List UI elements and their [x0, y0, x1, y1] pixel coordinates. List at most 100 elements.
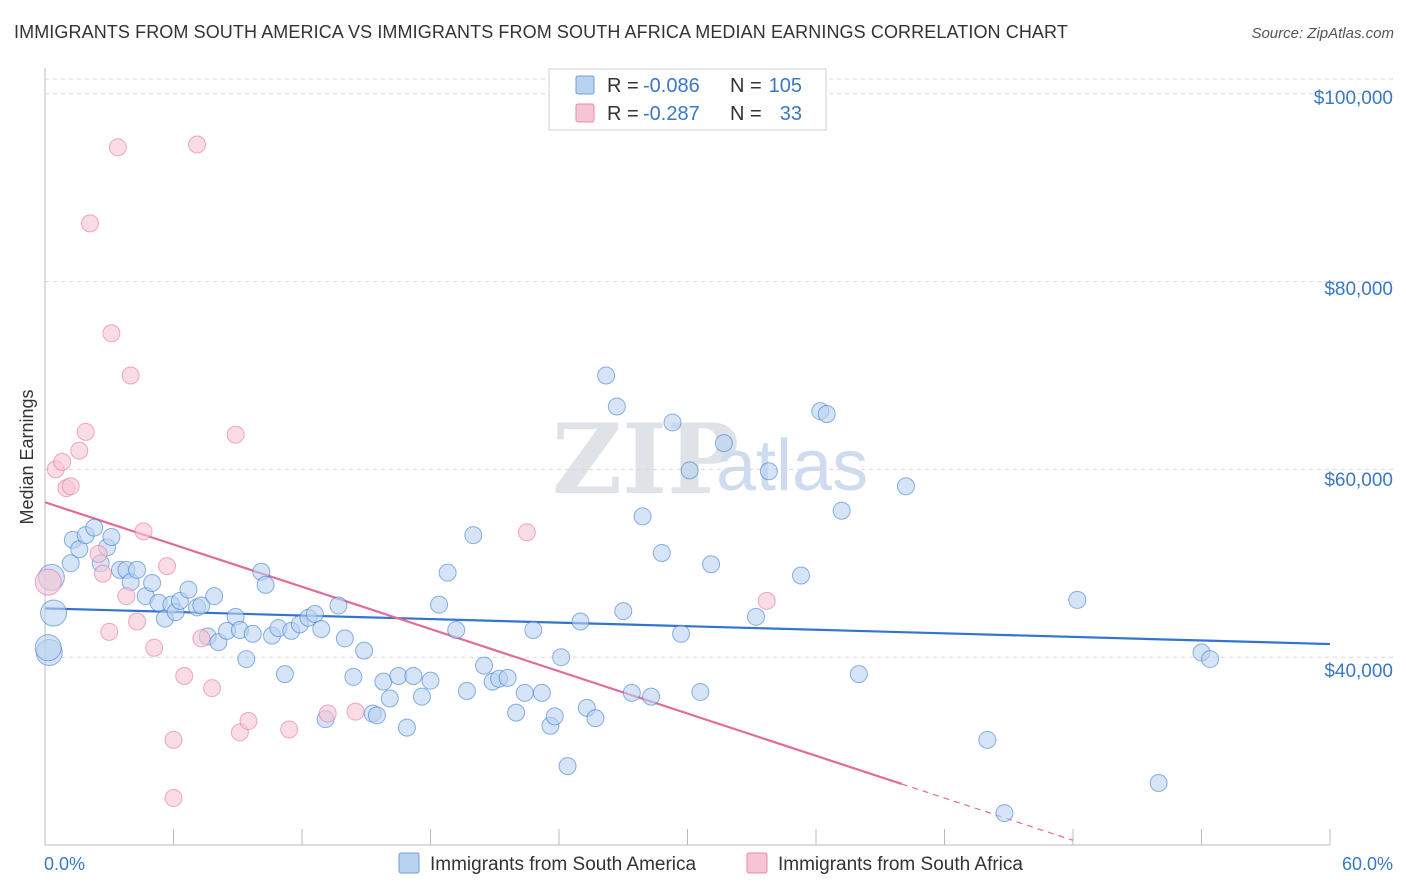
point-south-america [702, 555, 721, 574]
point-south-america [515, 683, 534, 702]
point-south-africa [70, 441, 89, 460]
point-south-africa [121, 366, 140, 385]
legend-r-label: R = [607, 103, 639, 125]
legend-n-value: 105 [769, 75, 802, 97]
point-south-africa [346, 702, 365, 721]
y-tick-label: $80,000 [1324, 279, 1393, 300]
series-legend: Immigrants from South America Immigrants… [398, 852, 1023, 875]
y-tick-label: $40,000 [1324, 661, 1393, 682]
point-south-america [552, 648, 571, 667]
point-south-america [792, 566, 811, 585]
point-south-america [389, 666, 408, 685]
point-south-america [447, 620, 466, 639]
point-south-africa [158, 557, 177, 576]
trend-line-south-africa-extrapolated [901, 783, 1074, 841]
point-south-america [128, 560, 147, 579]
point-south-america [256, 575, 275, 594]
point-south-america [335, 629, 354, 648]
point-south-america [355, 641, 374, 660]
point-south-africa [102, 324, 121, 343]
point-south-america [622, 683, 641, 702]
point-south-america [85, 518, 104, 537]
point-south-america [397, 718, 416, 737]
y-tick-label: $100,000 [1314, 88, 1393, 109]
y-tick-label: $60,000 [1324, 470, 1393, 491]
chart-title: IMMIGRANTS FROM SOUTH AMERICA VS IMMIGRA… [14, 22, 1068, 42]
point-south-america [40, 599, 68, 627]
point-south-america [642, 687, 661, 706]
point-south-america [524, 620, 543, 639]
axes [44, 68, 1331, 846]
point-south-africa [100, 622, 119, 641]
data-points [34, 135, 1220, 823]
point-south-america [305, 605, 324, 623]
point-south-africa [89, 544, 108, 563]
point-south-america [1201, 650, 1220, 669]
point-south-america [817, 404, 836, 423]
point-south-america [438, 563, 457, 582]
source-credit: Source: ZipAtlas.com [1251, 25, 1394, 42]
point-south-africa [34, 568, 62, 596]
point-south-america [61, 554, 80, 573]
point-south-america [633, 507, 652, 526]
point-south-america [374, 672, 393, 691]
point-south-america [978, 730, 997, 749]
point-south-america [464, 526, 483, 545]
point-south-america [832, 501, 851, 520]
point-south-africa [80, 214, 99, 233]
point-south-america [759, 462, 778, 481]
trend-lines [44, 501, 1331, 841]
legend-swatch-south-africa [746, 852, 768, 874]
point-south-africa [280, 720, 299, 739]
point-south-africa [108, 138, 127, 157]
point-south-america [558, 757, 577, 776]
stats-legend: R = -0.086 N = 105 R = -0.287 N = 33 [548, 68, 827, 131]
point-south-america [412, 687, 431, 706]
point-south-africa [117, 587, 136, 606]
legend-n-label: N = [730, 75, 762, 97]
point-south-america [896, 477, 915, 496]
point-south-america [421, 671, 440, 690]
point-south-america [237, 650, 256, 669]
point-south-america [995, 804, 1014, 823]
point-south-america [143, 574, 162, 593]
point-south-america [680, 461, 699, 480]
y-axis-label: Median Earnings [17, 389, 37, 524]
point-south-africa [239, 712, 258, 731]
point-south-america [329, 596, 348, 615]
point-south-africa [188, 135, 207, 154]
legend-label-south-america: Immigrants from South America [430, 854, 697, 875]
point-south-africa [318, 704, 337, 723]
legend-r-value: -0.086 [643, 75, 700, 97]
point-south-america [430, 595, 449, 614]
point-south-africa [53, 452, 72, 471]
point-south-america [457, 682, 476, 700]
legend-r-label: R = [607, 75, 639, 97]
point-south-africa [164, 730, 183, 749]
point-south-america [652, 543, 671, 562]
point-south-africa [757, 591, 776, 610]
point-south-america [714, 434, 733, 453]
point-south-africa [145, 638, 164, 657]
point-south-america [34, 634, 62, 662]
legend-swatch-south-africa [575, 103, 595, 123]
point-south-america [205, 587, 224, 606]
point-south-america [571, 612, 590, 631]
stats-legend-box [548, 68, 827, 131]
trend-line-south-america [44, 607, 1331, 646]
point-south-america [1149, 774, 1168, 793]
point-south-africa [164, 789, 183, 808]
point-south-america [344, 667, 363, 686]
point-south-america [367, 706, 386, 725]
point-south-africa [192, 629, 211, 648]
legend-label-south-africa: Immigrants from South Africa [778, 854, 1023, 875]
point-south-america [747, 607, 766, 626]
point-south-america [243, 624, 262, 643]
point-south-africa [175, 666, 194, 685]
point-south-america [614, 602, 633, 621]
point-south-america [275, 665, 294, 684]
watermark-zip: ZIP [552, 403, 739, 516]
point-south-america [532, 683, 551, 702]
point-south-africa [61, 477, 80, 496]
